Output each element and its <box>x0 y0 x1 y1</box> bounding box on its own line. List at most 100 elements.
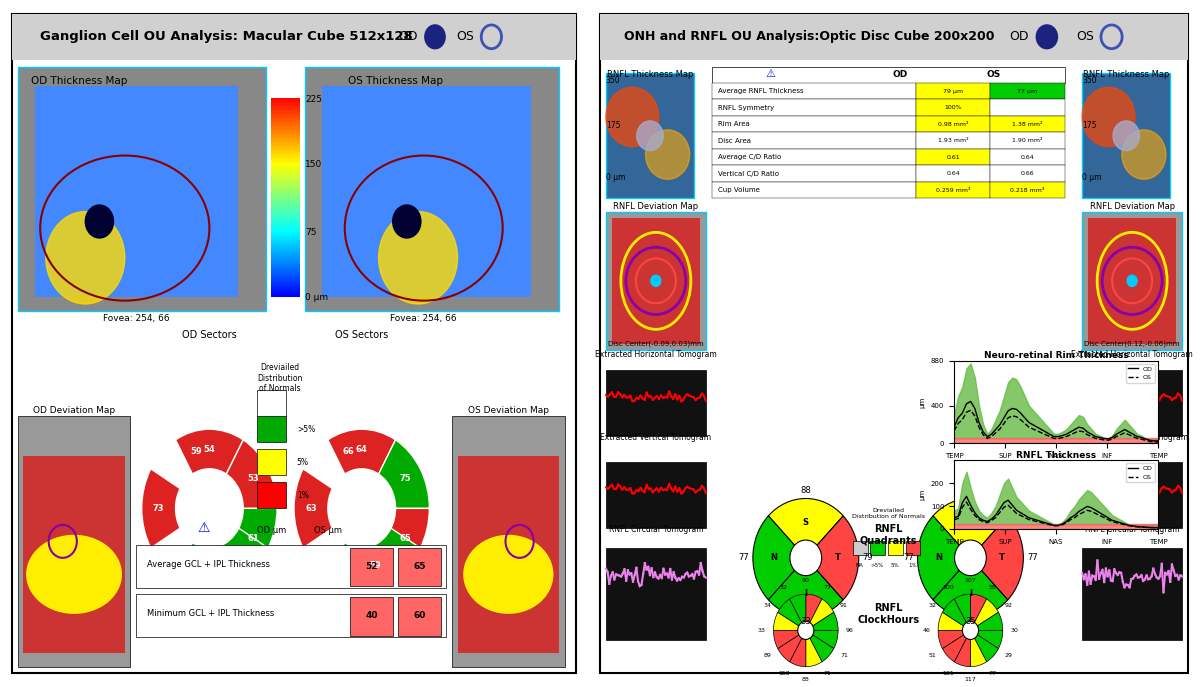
FancyBboxPatch shape <box>271 112 300 115</box>
Text: RNFL Deviation Map: RNFL Deviation Map <box>1090 202 1175 211</box>
Text: Disc Center(0.12,-0.06)mm: Disc Center(0.12,-0.06)mm <box>1085 340 1180 347</box>
Wedge shape <box>790 631 806 666</box>
Text: 32: 32 <box>780 585 787 590</box>
FancyBboxPatch shape <box>271 253 300 256</box>
Text: 91: 91 <box>840 603 848 608</box>
FancyBboxPatch shape <box>323 87 530 297</box>
FancyBboxPatch shape <box>271 201 300 204</box>
FancyBboxPatch shape <box>271 139 300 143</box>
FancyBboxPatch shape <box>257 390 286 416</box>
FancyBboxPatch shape <box>271 270 300 273</box>
Text: 40: 40 <box>366 611 378 620</box>
Text: Minimum GCL + IPL Thickness: Minimum GCL + IPL Thickness <box>148 609 275 618</box>
Wedge shape <box>806 516 859 600</box>
FancyBboxPatch shape <box>271 217 300 220</box>
Circle shape <box>1122 130 1166 179</box>
FancyBboxPatch shape <box>917 182 990 199</box>
FancyBboxPatch shape <box>990 166 1064 182</box>
Text: Disc Center(-0.09,0.03)mm: Disc Center(-0.09,0.03)mm <box>608 340 703 347</box>
Text: 0.259 mm³: 0.259 mm³ <box>936 188 971 192</box>
Text: 0.64: 0.64 <box>947 171 960 176</box>
FancyBboxPatch shape <box>457 455 559 653</box>
Circle shape <box>650 275 661 286</box>
FancyBboxPatch shape <box>271 137 300 141</box>
Y-axis label: μm: μm <box>919 396 925 407</box>
FancyBboxPatch shape <box>1082 462 1182 528</box>
FancyBboxPatch shape <box>136 594 446 637</box>
Text: 1%: 1% <box>296 491 308 499</box>
FancyBboxPatch shape <box>906 541 920 554</box>
FancyBboxPatch shape <box>271 286 300 289</box>
FancyBboxPatch shape <box>271 294 300 297</box>
Text: 175: 175 <box>606 122 620 131</box>
Wedge shape <box>175 429 244 474</box>
FancyBboxPatch shape <box>606 73 694 199</box>
FancyBboxPatch shape <box>271 288 300 291</box>
Wedge shape <box>328 429 361 474</box>
Text: 107: 107 <box>965 578 977 583</box>
Text: 0 μm: 0 μm <box>606 173 625 182</box>
Text: 35: 35 <box>965 617 976 627</box>
FancyBboxPatch shape <box>271 240 300 244</box>
FancyBboxPatch shape <box>271 159 300 163</box>
Text: Rim Area: Rim Area <box>718 121 749 127</box>
Text: 59: 59 <box>191 447 202 455</box>
FancyBboxPatch shape <box>606 462 706 528</box>
Text: 350: 350 <box>1082 76 1097 85</box>
Wedge shape <box>954 594 971 631</box>
Text: Dreviailed
Distribution of Normals: Dreviailed Distribution of Normals <box>852 508 925 519</box>
Text: OS: OS <box>457 30 474 43</box>
Text: Disc Area: Disc Area <box>718 137 751 144</box>
FancyBboxPatch shape <box>990 100 1064 116</box>
FancyBboxPatch shape <box>271 215 300 218</box>
FancyBboxPatch shape <box>917 133 990 149</box>
Text: Extracted Horizontal Tomogram: Extracted Horizontal Tomogram <box>595 350 716 359</box>
Text: 32: 32 <box>929 603 936 608</box>
FancyBboxPatch shape <box>271 150 300 153</box>
FancyBboxPatch shape <box>12 14 576 60</box>
Text: Vertical C/D Ratio: Vertical C/D Ratio <box>718 170 779 177</box>
Text: Average C/D Ratio: Average C/D Ratio <box>718 154 781 160</box>
Text: 88: 88 <box>802 677 810 682</box>
Title: RNFL Thickness: RNFL Thickness <box>1016 451 1096 460</box>
Wedge shape <box>328 528 420 587</box>
Text: 60: 60 <box>414 611 426 620</box>
FancyBboxPatch shape <box>990 182 1064 199</box>
Wedge shape <box>938 612 971 631</box>
FancyBboxPatch shape <box>271 221 300 224</box>
FancyBboxPatch shape <box>305 67 559 311</box>
FancyBboxPatch shape <box>606 212 706 350</box>
Circle shape <box>425 25 445 49</box>
Wedge shape <box>806 612 838 631</box>
Wedge shape <box>934 499 1008 558</box>
Wedge shape <box>778 599 806 631</box>
Circle shape <box>646 130 690 179</box>
Circle shape <box>392 205 421 238</box>
FancyBboxPatch shape <box>606 548 706 640</box>
FancyBboxPatch shape <box>1082 212 1182 350</box>
FancyBboxPatch shape <box>271 280 300 284</box>
Text: S: S <box>803 518 809 527</box>
Circle shape <box>1114 121 1140 150</box>
Wedge shape <box>227 440 277 508</box>
Wedge shape <box>806 631 834 662</box>
Text: OD: OD <box>893 70 907 79</box>
Text: RNFL Circular Tomogram: RNFL Circular Tomogram <box>1085 525 1180 534</box>
Wedge shape <box>768 499 844 558</box>
FancyBboxPatch shape <box>271 185 300 188</box>
FancyBboxPatch shape <box>271 154 300 157</box>
FancyBboxPatch shape <box>271 272 300 275</box>
Text: 131: 131 <box>942 671 954 676</box>
Text: 1.90 mm²: 1.90 mm² <box>1013 138 1043 143</box>
FancyBboxPatch shape <box>271 126 300 129</box>
Circle shape <box>637 121 664 150</box>
Text: 33: 33 <box>757 628 766 633</box>
Text: >5%: >5% <box>871 563 884 568</box>
Text: OS Deviation Map: OS Deviation Map <box>468 406 548 415</box>
Y-axis label: μm: μm <box>919 489 925 500</box>
FancyBboxPatch shape <box>271 292 300 295</box>
Text: 96: 96 <box>846 628 854 633</box>
Text: Dreviailed
Distribution
of Normals: Dreviailed Distribution of Normals <box>257 363 302 393</box>
Wedge shape <box>774 631 806 649</box>
FancyBboxPatch shape <box>271 207 300 210</box>
